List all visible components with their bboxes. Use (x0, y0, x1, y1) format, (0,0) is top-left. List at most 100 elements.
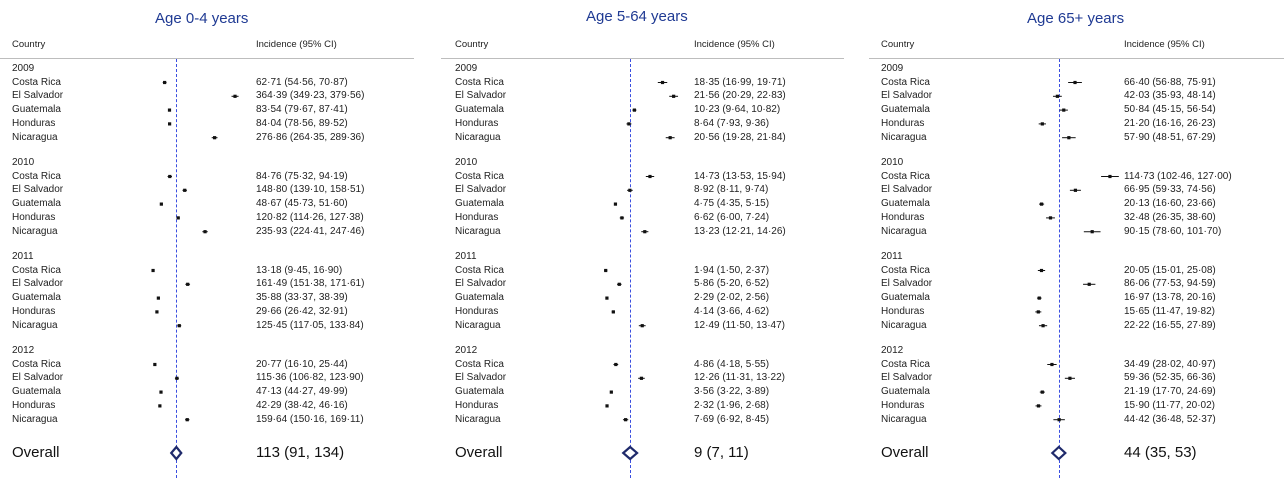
point-estimate (628, 188, 632, 192)
forest-panel: Age 0-4 years Country Incidence (95% CI) 20… (0, 0, 414, 478)
point-estimate (158, 404, 162, 408)
overall-label: Overall (881, 444, 929, 461)
country-label: Guatemala (455, 292, 504, 304)
point-estimate (183, 188, 187, 192)
incidence-ci-label: 20·13 (16·60, 23·66) (1124, 198, 1216, 210)
point-estimate (1036, 310, 1040, 314)
country-label: Honduras (455, 211, 499, 223)
point-estimate (153, 362, 157, 367)
country-label: Nicaragua (455, 131, 501, 143)
country-label: Nicaragua (12, 225, 58, 237)
point-estimate (233, 94, 237, 98)
point-estimate (167, 108, 172, 112)
incidence-ci-label: 21·19 (17·70, 24·69) (1124, 386, 1216, 398)
point-estimate (176, 216, 180, 220)
country-label: Guatemala (881, 386, 930, 398)
header-divider (0, 58, 414, 59)
reference-line (630, 59, 632, 478)
incidence-ci-label: 10·23 (9·64, 10·82) (694, 104, 781, 116)
incidence-ci-label: 4·86 (4·18, 5·55) (694, 358, 770, 370)
incidence-ci-label: 84·04 (78·56, 89·52) (256, 117, 348, 129)
reference-line (1058, 59, 1060, 478)
point-estimate (1039, 202, 1044, 206)
country-label: El Salvador (455, 372, 507, 384)
year-label: 2012 (455, 345, 478, 356)
country-label: Honduras (12, 211, 56, 223)
point-estimate (605, 296, 609, 300)
country-label: Nicaragua (12, 413, 58, 425)
country-label: Honduras (455, 305, 499, 317)
incidence-ci-label: 14·73 (13·53, 15·94) (694, 170, 786, 182)
country-label: Honduras (12, 117, 56, 129)
point-estimate (648, 174, 652, 179)
incidence-ci-label: 20·56 (19·28, 21·84) (694, 131, 786, 143)
country-label: El Salvador (455, 184, 507, 196)
country-label: El Salvador (881, 278, 933, 290)
country-label: Honduras (12, 305, 56, 317)
point-estimate (155, 310, 159, 314)
reference-line (176, 59, 178, 478)
point-estimate (668, 136, 672, 140)
incidence-column-header: Incidence (95% CI) (694, 39, 775, 50)
point-estimate (1050, 362, 1054, 367)
point-estimate (159, 202, 163, 206)
point-estimate (611, 310, 615, 314)
incidence-ci-label: 90·15 (78·60, 101·70) (1124, 225, 1222, 237)
country-label: Costa Rica (455, 264, 504, 276)
point-estimate (1067, 136, 1071, 140)
country-label: El Salvador (12, 278, 64, 290)
point-estimate (609, 390, 613, 394)
point-estimate (1048, 216, 1053, 220)
country-label: Guatemala (12, 386, 61, 398)
header-divider (869, 58, 1284, 59)
country-label: Honduras (455, 399, 499, 411)
incidence-ci-label: 18·35 (16·99, 19·71) (694, 76, 786, 88)
incidence-ci-label: 42·03 (35·93, 48·14) (1124, 90, 1216, 102)
year-label: 2011 (455, 251, 477, 262)
incidence-ci-label: 44·42 (36·48, 52·37) (1124, 413, 1216, 425)
point-estimate (617, 282, 621, 286)
year-label: 2012 (881, 345, 904, 356)
overall-value: 44 (35, 53) (1124, 444, 1197, 461)
point-estimate (1037, 296, 1041, 300)
point-estimate (1036, 404, 1041, 408)
point-estimate (168, 122, 172, 126)
point-estimate (1090, 230, 1094, 234)
country-column-header: Country (12, 39, 46, 50)
country-column-header: Country (881, 39, 915, 50)
country-label: Costa Rica (12, 264, 61, 276)
incidence-ci-label: 21·20 (16·16, 26·23) (1124, 117, 1216, 129)
panel-title: Age 65+ years (1027, 10, 1125, 27)
country-label: Guatemala (12, 292, 61, 304)
forest-marks (604, 80, 679, 461)
country-label: Nicaragua (12, 319, 58, 331)
point-estimate (159, 390, 163, 394)
year-label: 2010 (881, 157, 904, 168)
point-estimate (614, 362, 618, 367)
country-label: El Salvador (455, 278, 507, 290)
country-label: Guatemala (455, 386, 504, 398)
incidence-ci-label: 84·76 (75·32, 94·19) (256, 170, 348, 182)
point-estimate (627, 122, 631, 126)
incidence-ci-label: 32·48 (26·35, 38·60) (1124, 211, 1216, 223)
incidence-column-header: Incidence (95% CI) (1124, 39, 1205, 50)
incidence-ci-label: 35·88 (33·37, 38·39) (256, 292, 348, 304)
incidence-ci-label: 34·49 (28·02, 40·97) (1124, 358, 1216, 370)
incidence-ci-label: 125·45 (117·05, 133·84) (256, 319, 364, 331)
country-label: Guatemala (12, 198, 61, 210)
panel-title: Age 0-4 years (155, 10, 249, 27)
country-label: Guatemala (455, 198, 504, 210)
incidence-ci-label: 12·26 (11·31, 13·22) (694, 372, 785, 384)
country-label: Honduras (881, 211, 925, 223)
country-label: El Salvador (881, 372, 933, 384)
point-estimate (151, 268, 155, 273)
panel-title: Age 5-64 years (586, 8, 688, 25)
overall-diamond (621, 445, 639, 461)
country-label: Costa Rica (12, 170, 61, 182)
point-estimate (156, 296, 160, 300)
point-estimate (639, 376, 644, 380)
country-label: Honduras (12, 399, 56, 411)
incidence-ci-label: 2·29 (2·02, 2·56) (694, 292, 770, 304)
incidence-ci-label: 13·23 (12·21, 14·26) (694, 225, 786, 237)
incidence-ci-label: 20·77 (16·10, 25·44) (256, 358, 348, 370)
